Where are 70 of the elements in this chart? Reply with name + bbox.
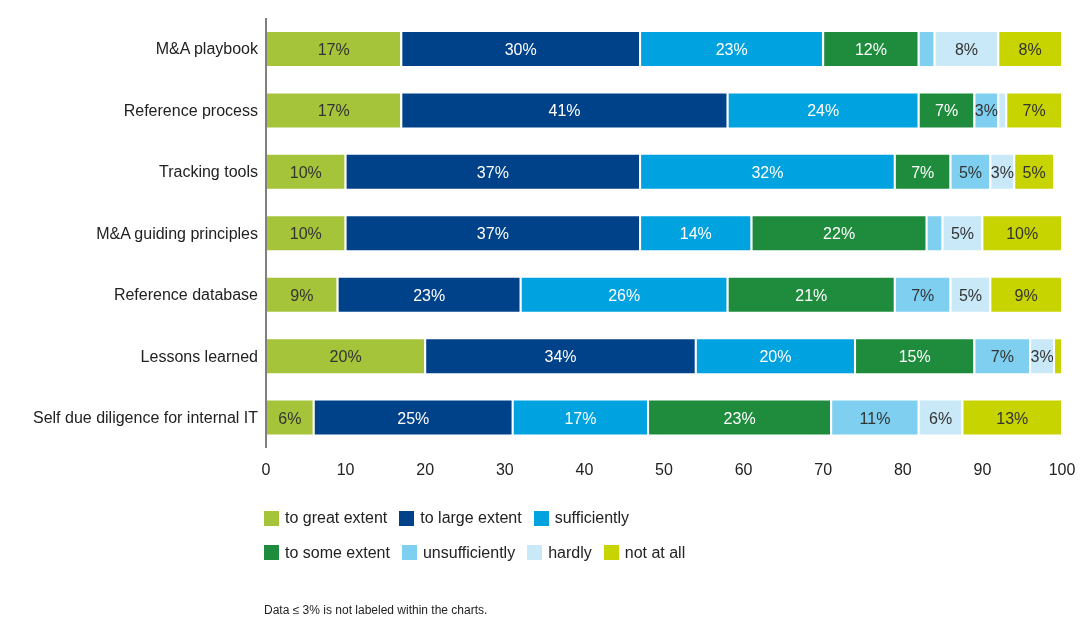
data-label: 14% xyxy=(679,225,712,243)
data-label: 5% xyxy=(950,225,975,243)
y-tick-label: Self due diligence for internal IT xyxy=(32,408,259,426)
y-tick-label: M&A guiding principles xyxy=(96,224,258,242)
data-label: 6% xyxy=(929,409,953,427)
data-label: 5% xyxy=(958,163,983,181)
data-label: 7% xyxy=(935,102,959,120)
data-label: 21% xyxy=(795,286,828,304)
data-label: 7% xyxy=(911,163,935,181)
data-label: 9% xyxy=(290,286,314,304)
x-tick-label: 50 xyxy=(655,461,673,479)
data-label: 12% xyxy=(854,41,887,58)
data-label: 5% xyxy=(958,286,983,304)
data-label: 8% xyxy=(1018,41,1042,58)
data-label: 17% xyxy=(317,41,350,58)
legend-label: not at all xyxy=(623,542,686,563)
data-label: 30% xyxy=(504,41,537,58)
data-label: 23% xyxy=(413,286,446,304)
data-label: 20% xyxy=(329,348,362,366)
data-label: 15% xyxy=(898,348,931,366)
y-tick-label: Reference database xyxy=(113,286,259,304)
legend-label: to some extent xyxy=(284,542,390,563)
y-tick-label: Reference process xyxy=(123,101,258,119)
data-label: 8% xyxy=(954,41,979,58)
x-tick-label: 10 xyxy=(336,461,355,479)
data-label: 11% xyxy=(859,409,891,427)
data-label: 22% xyxy=(823,225,856,243)
data-label: 26% xyxy=(608,286,641,304)
data-label: 20% xyxy=(759,348,792,366)
text: Data ≤ 3% is not labeled within the charts. xyxy=(264,603,489,617)
data-label: 10% xyxy=(289,225,322,243)
data-label: 6% xyxy=(278,409,302,427)
data-label: 10% xyxy=(1006,225,1039,243)
y-tick-label: Tracking tools xyxy=(159,163,258,181)
data-label: 32% xyxy=(751,163,784,181)
data-label: 10% xyxy=(289,163,322,181)
data-label: 23% xyxy=(723,409,756,427)
x-tick-label: 40 xyxy=(575,461,594,479)
x-tick-label: 70 xyxy=(814,461,833,479)
data-label: 34% xyxy=(544,348,577,366)
data-label: 5% xyxy=(1022,163,1046,181)
data-label: 13% xyxy=(996,409,1029,427)
y-tick-label: Lessons learned xyxy=(140,347,258,365)
legend-label: sufficiently xyxy=(553,508,630,528)
legend-label: to great extent xyxy=(284,508,388,528)
data-label: 9% xyxy=(1014,286,1038,304)
data-label: 25% xyxy=(397,409,430,427)
x-tick-label: 30 xyxy=(495,461,514,479)
data-label: 23% xyxy=(715,41,748,58)
legend-label: to large extent xyxy=(419,508,522,528)
legend-label: hardly xyxy=(547,542,592,563)
data-label: 17% xyxy=(564,409,597,427)
data-label: 7% xyxy=(911,286,935,304)
x-tick-label: 20 xyxy=(416,461,435,479)
x-tick-label: 80 xyxy=(893,461,912,479)
data-label: 7% xyxy=(1022,102,1046,120)
y-tick-label: M&A playbook xyxy=(155,40,259,58)
data-label: 3% xyxy=(990,163,1014,181)
x-tick-label: 100 xyxy=(1048,461,1076,479)
x-tick-label: 0 xyxy=(261,461,271,479)
data-label: 37% xyxy=(476,163,509,181)
data-label: 7% xyxy=(990,348,1014,366)
x-tick-label: 60 xyxy=(734,461,753,479)
data-label: 17% xyxy=(317,102,350,120)
data-label: 41% xyxy=(548,102,581,120)
legend-label: unsufficiently xyxy=(421,542,516,563)
data-label: 37% xyxy=(476,225,509,243)
data-label: 24% xyxy=(807,102,840,120)
x-tick-label: 90 xyxy=(973,461,992,479)
data-label: 3% xyxy=(1030,348,1054,366)
